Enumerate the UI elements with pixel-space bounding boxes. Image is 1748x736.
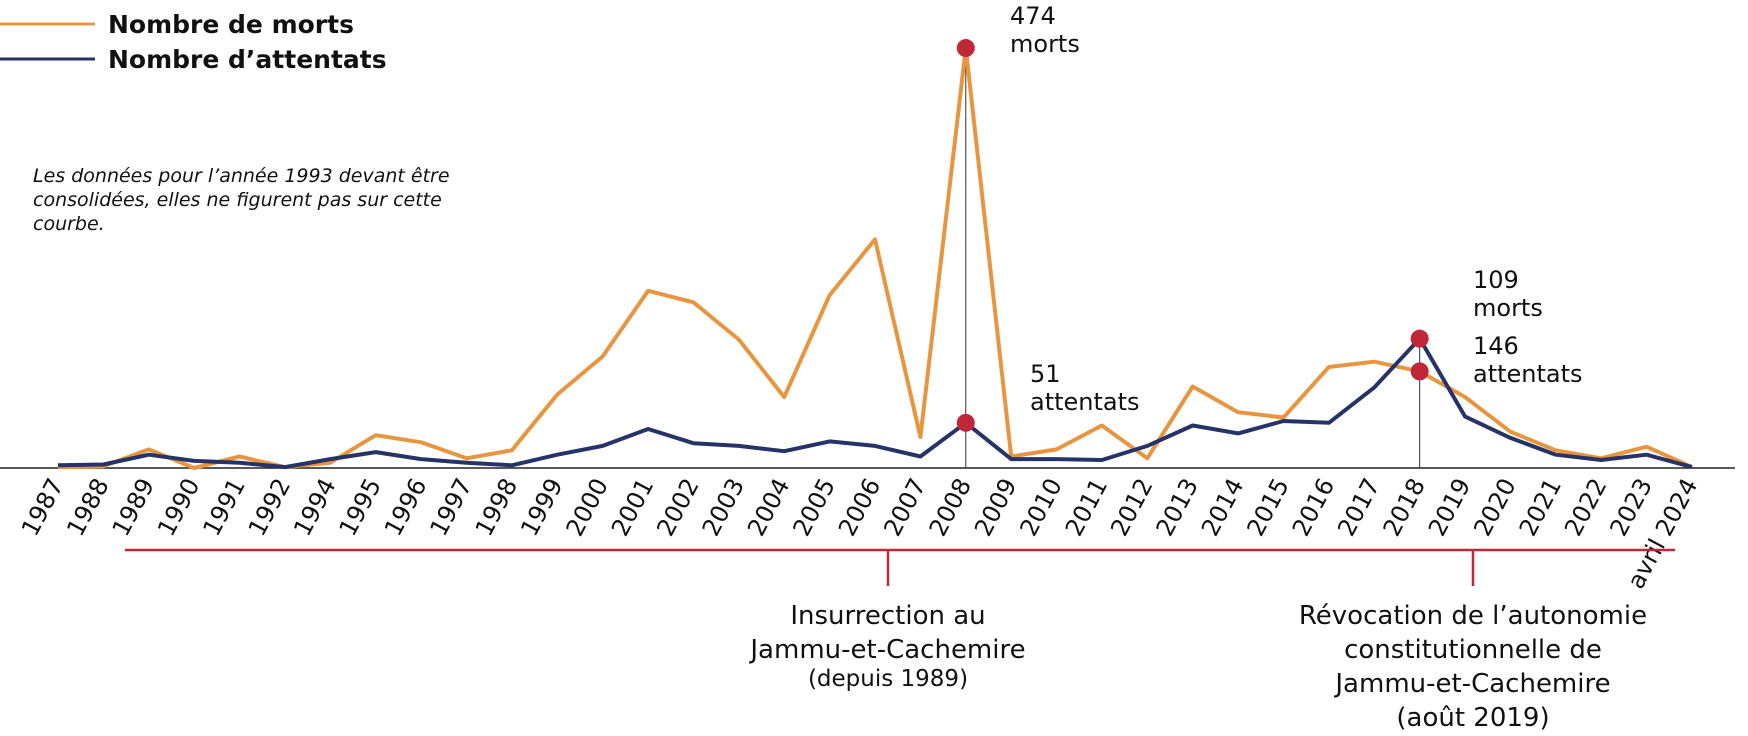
series-line — [57, 336, 1693, 470]
x-tick-label: 2008 — [924, 474, 977, 541]
period-label: Révocation de l’autonomie — [1299, 601, 1647, 631]
x-tick-label: 2006 — [833, 474, 886, 541]
x-tick-label: 2012 — [1105, 474, 1158, 541]
x-tick-label: 2010 — [1014, 474, 1067, 541]
annotation: attentats — [1473, 360, 1583, 388]
x-tick-label: 1994 — [288, 474, 341, 541]
x-tick-label: 2019 — [1423, 474, 1476, 541]
highlight-point — [956, 39, 975, 58]
legend-label: Nombre de morts — [108, 10, 354, 39]
legend-label: Nombre d’attentats — [108, 45, 387, 74]
note: consolidées, elles ne figurent pas sur c… — [33, 189, 442, 211]
highlight-point — [1410, 362, 1429, 381]
x-tick-label: 2005 — [788, 474, 841, 541]
note: Les données pour l’année 1993 devant êtr… — [33, 165, 450, 187]
annotation: 109 — [1473, 266, 1519, 294]
x-tick-label: 2004 — [742, 474, 795, 541]
annotation: 146 — [1473, 332, 1519, 360]
x-tick-label: 1987 — [16, 474, 69, 541]
x-tick-label: 1997 — [424, 474, 477, 541]
x-tick-label: 2011 — [1060, 474, 1113, 541]
annotation: 51 — [1030, 360, 1061, 388]
period-label: Jammu-et-Cachemire — [1333, 669, 1610, 699]
period-label: Insurrection au — [790, 601, 985, 631]
period-label: Jammu-et-Cachemire — [748, 635, 1025, 665]
note: courbe. — [33, 213, 105, 235]
x-tick-label: 2015 — [1241, 474, 1294, 541]
x-tick-label: 2017 — [1332, 474, 1385, 541]
x-tick-label: 1995 — [334, 474, 387, 541]
x-tick-label: 2022 — [1559, 474, 1612, 541]
x-tick-label: 2021 — [1514, 474, 1567, 541]
x-tick-label: 2014 — [1196, 474, 1249, 541]
x-tick-label: 2013 — [1151, 474, 1204, 541]
x-tick-label: 2020 — [1468, 474, 1521, 541]
x-tick-label: 2007 — [878, 474, 931, 541]
period-label: constitutionnelle de — [1344, 635, 1602, 665]
annotation: morts — [1473, 294, 1543, 322]
annotation: attentats — [1030, 388, 1140, 416]
highlight-point — [1410, 329, 1429, 348]
series-line — [57, 46, 1693, 470]
x-tick-label: 2016 — [1287, 474, 1340, 541]
x-tick-label: 1988 — [61, 474, 114, 541]
annotation: 474 — [1010, 2, 1056, 30]
x-tick-label: 1990 — [152, 474, 205, 541]
x-tick-label: 1996 — [379, 474, 432, 541]
x-tick-label: 2001 — [606, 474, 659, 541]
x-tick-label: 2009 — [969, 474, 1022, 541]
annotation: morts — [1010, 30, 1080, 58]
period-label: (août 2019) — [1396, 703, 1549, 733]
x-tick-label: 2000 — [561, 474, 614, 541]
x-tick-label: 1991 — [197, 474, 250, 541]
highlight-point — [956, 413, 975, 432]
x-tick-label: 1998 — [470, 474, 523, 541]
period-label: (depuis 1989) — [808, 666, 968, 692]
x-tick-label: 1999 — [515, 474, 568, 541]
x-tick-label: 2018 — [1378, 474, 1431, 541]
x-tick-label: 1992 — [243, 474, 296, 541]
x-tick-label: 2003 — [697, 474, 750, 541]
x-tick-label: 1989 — [107, 474, 160, 541]
x-tick-label: 2002 — [651, 474, 704, 541]
